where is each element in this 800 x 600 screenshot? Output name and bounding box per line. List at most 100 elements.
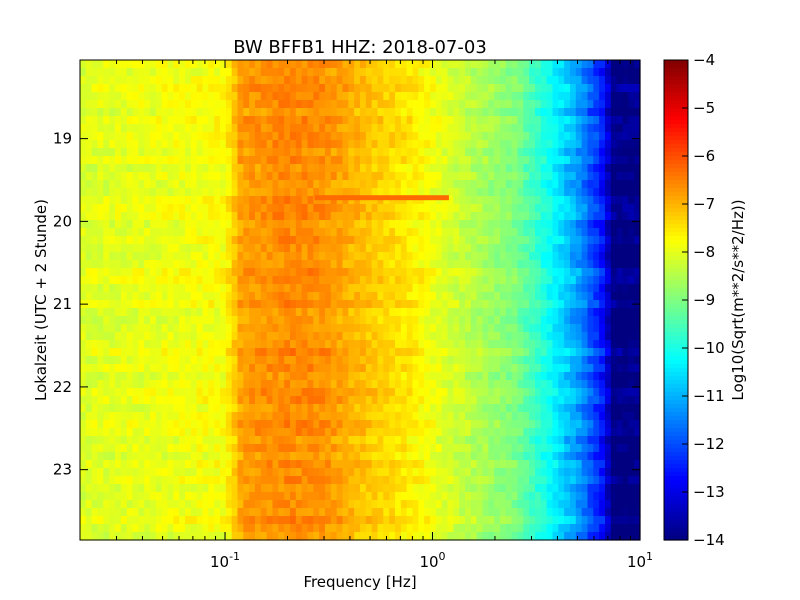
heatmap-cell xyxy=(150,180,157,189)
heatmap-cell xyxy=(167,116,174,125)
heatmap-cell xyxy=(500,252,507,261)
heatmap-cell xyxy=(120,428,128,437)
heatmap-cell xyxy=(109,492,116,501)
heatmap-cell xyxy=(354,492,361,501)
heatmap-cell xyxy=(126,324,134,333)
heatmap-cell xyxy=(132,340,139,349)
heatmap-cell xyxy=(482,180,489,189)
heatmap-cell xyxy=(126,172,134,181)
heatmap-cell xyxy=(505,92,513,101)
heatmap-cell xyxy=(389,484,396,493)
heatmap-cell xyxy=(243,260,250,269)
heatmap-cell xyxy=(115,436,122,445)
heatmap-cell xyxy=(150,468,157,477)
heatmap-cell xyxy=(488,236,495,245)
heatmap-cell xyxy=(558,220,565,229)
heatmap-cell xyxy=(307,100,314,109)
heatmap-cell xyxy=(225,508,233,517)
heatmap-cell xyxy=(278,76,285,85)
heatmap-cell xyxy=(266,476,274,485)
heatmap-cell xyxy=(500,116,507,125)
heatmap-cell xyxy=(295,452,303,461)
heatmap-cell xyxy=(85,228,93,237)
heatmap-cell xyxy=(476,148,484,157)
heatmap-cell xyxy=(459,252,466,261)
heatmap-cell xyxy=(325,356,332,365)
heatmap-cell xyxy=(511,292,519,301)
heatmap-cell xyxy=(97,476,104,485)
heatmap-cell xyxy=(80,172,87,181)
heatmap-cell xyxy=(535,100,542,109)
heatmap-cell xyxy=(494,508,501,517)
heatmap-cell xyxy=(470,164,478,173)
heatmap-cell xyxy=(155,244,163,253)
heatmap-cell xyxy=(132,492,139,501)
heatmap-cell xyxy=(173,508,180,517)
heatmap-cell xyxy=(342,508,349,517)
heatmap-cell xyxy=(126,356,134,365)
heatmap-cell xyxy=(120,60,128,69)
heatmap-cell xyxy=(161,412,169,421)
heatmap-cell xyxy=(295,508,303,517)
heatmap-cell xyxy=(272,76,279,85)
heatmap-cell xyxy=(173,524,180,533)
heatmap-cell xyxy=(284,380,291,389)
heatmap-cell xyxy=(266,452,274,461)
heatmap-cell xyxy=(307,228,314,237)
heatmap-cell xyxy=(243,452,250,461)
heatmap-cell xyxy=(418,276,425,285)
heatmap-cell xyxy=(540,436,548,445)
heatmap-cell xyxy=(97,284,104,293)
heatmap-cell xyxy=(295,492,303,501)
heatmap-cell xyxy=(342,172,349,181)
heatmap-cell xyxy=(348,532,355,541)
heatmap-cell xyxy=(290,148,297,157)
heatmap-cell xyxy=(319,500,326,509)
heatmap-cell xyxy=(325,476,332,485)
heatmap-cell xyxy=(453,388,460,397)
heatmap-cell xyxy=(564,60,571,69)
heatmap-cell xyxy=(412,332,419,341)
heatmap-cell xyxy=(412,204,419,213)
heatmap-cell xyxy=(313,164,320,173)
heatmap-cell xyxy=(430,100,437,109)
heatmap-cell xyxy=(558,252,565,261)
heatmap-cell xyxy=(150,532,157,541)
heatmap-cell xyxy=(354,340,361,349)
heatmap-cell xyxy=(266,268,274,277)
heatmap-cell xyxy=(389,204,396,213)
heatmap-cell xyxy=(400,268,408,277)
heatmap-cell xyxy=(313,196,320,205)
heatmap-cell xyxy=(552,396,559,405)
heatmap-cell xyxy=(132,156,139,165)
heatmap-cell xyxy=(406,316,414,325)
heatmap-cell xyxy=(255,124,262,133)
heatmap-cell xyxy=(260,316,268,325)
heatmap-cell xyxy=(144,324,151,333)
heatmap-cell xyxy=(85,84,93,93)
heatmap-cell xyxy=(278,460,285,469)
heatmap-cell xyxy=(546,148,554,157)
heatmap-cell xyxy=(185,476,192,485)
heatmap-cell xyxy=(231,332,239,341)
heatmap-cell xyxy=(476,476,484,485)
heatmap-cell xyxy=(185,124,192,133)
heatmap-cell xyxy=(511,228,519,237)
heatmap-cell xyxy=(290,324,297,333)
heatmap-cell xyxy=(459,364,466,373)
heatmap-cell xyxy=(295,332,303,341)
heatmap-cell xyxy=(447,76,454,85)
heatmap-cell xyxy=(144,468,151,477)
heatmap-cell xyxy=(85,204,93,213)
heatmap-cell xyxy=(383,92,390,101)
heatmap-cell xyxy=(336,532,344,541)
heatmap-cell xyxy=(325,404,332,413)
heatmap-cell xyxy=(132,268,139,277)
heatmap-cell xyxy=(511,172,519,181)
heatmap-cell xyxy=(325,132,332,141)
heatmap-cell xyxy=(430,508,437,517)
heatmap-cell xyxy=(243,412,250,421)
heatmap-cell xyxy=(529,340,536,349)
heatmap-cell xyxy=(237,420,244,429)
heatmap-cell xyxy=(430,228,437,237)
